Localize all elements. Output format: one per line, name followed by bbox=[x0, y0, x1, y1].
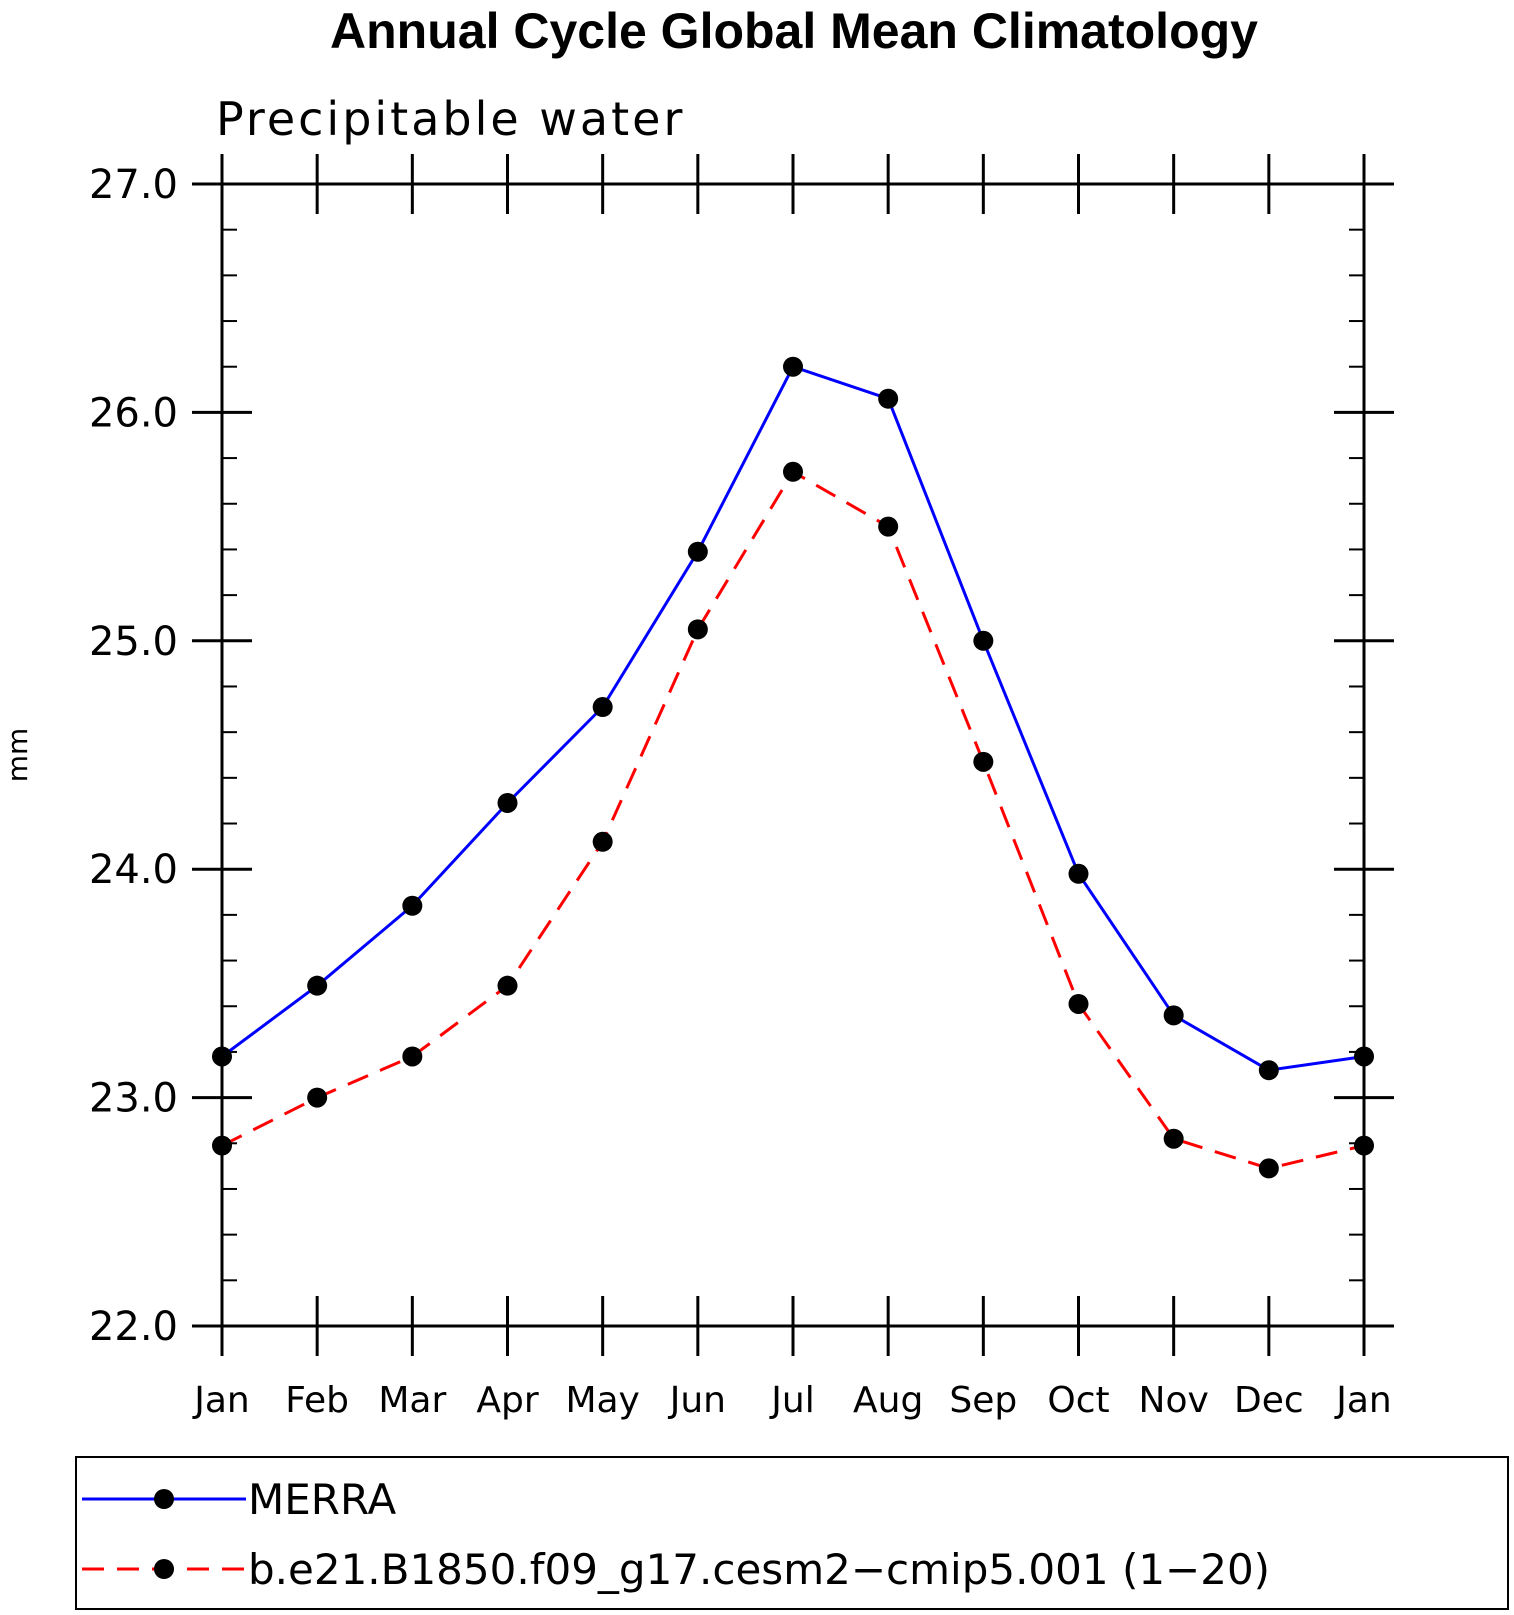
x-tick-label: Sep bbox=[949, 1380, 1017, 1421]
data-point-0 bbox=[687, 541, 708, 562]
y-axis-label: mm bbox=[1, 728, 34, 783]
x-tick-label: Jul bbox=[769, 1380, 814, 1421]
x-tick-label: Mar bbox=[378, 1380, 446, 1421]
x-tick-label: May bbox=[565, 1380, 639, 1421]
data-point-1 bbox=[592, 831, 613, 852]
data-point-0 bbox=[307, 975, 328, 996]
data-point-0 bbox=[973, 630, 994, 651]
major-ticks bbox=[192, 154, 1394, 1356]
data-point-0 bbox=[1068, 863, 1089, 884]
minor-ticks bbox=[222, 228, 1364, 1282]
data-point-1 bbox=[1354, 1135, 1374, 1156]
x-tick-label: Dec bbox=[1234, 1380, 1304, 1421]
data-point-1 bbox=[1068, 993, 1089, 1014]
data-point-0 bbox=[402, 895, 423, 916]
data-point-0 bbox=[1258, 1060, 1279, 1081]
x-tick-label: Apr bbox=[476, 1380, 538, 1421]
data-point-1 bbox=[1258, 1158, 1279, 1179]
x-tick-label: Aug bbox=[853, 1380, 923, 1421]
data-point-0 bbox=[1354, 1046, 1374, 1067]
data-point-1 bbox=[878, 516, 899, 537]
data-point-1 bbox=[687, 619, 708, 640]
legend-box bbox=[75, 1456, 1509, 1610]
x-tick-label: Oct bbox=[1047, 1380, 1109, 1421]
y-tick-label: 24.0 bbox=[89, 847, 178, 893]
y-tick-label: 27.0 bbox=[89, 162, 178, 208]
x-tick-labels: Jan Feb Mar Apr May Jun Jul Aug Sep Oct Nov Dec Jan bbox=[192, 1380, 1392, 1421]
plot-frame bbox=[220, 182, 1366, 1328]
data-point-0 bbox=[212, 1046, 232, 1067]
data-point-0 bbox=[878, 388, 899, 409]
data-point-1 bbox=[783, 461, 803, 482]
chart-subtitle: Precipitable water bbox=[216, 92, 685, 146]
data-point-1 bbox=[1163, 1128, 1184, 1149]
x-tick-label: Jan bbox=[1334, 1380, 1392, 1421]
series-line-1 bbox=[221, 469, 1365, 1170]
data-point-1 bbox=[307, 1087, 328, 1108]
data-point-1 bbox=[212, 1135, 232, 1156]
x-tick-label: Jun bbox=[668, 1380, 726, 1421]
legend: MERRA b.e21.B1850.f09_g17.cesm2−cmip5.00… bbox=[75, 1456, 1509, 1610]
data-point-0 bbox=[497, 792, 518, 813]
data-point-0 bbox=[1163, 1005, 1184, 1026]
series-lines bbox=[221, 364, 1365, 1170]
y-tick-labels: 22.0 23.0 24.0 25.0 26.0 27.0 bbox=[89, 162, 178, 1350]
x-tick-label: Jan bbox=[192, 1380, 250, 1421]
legend-label-merra: MERRA bbox=[248, 1475, 396, 1524]
data-point-0 bbox=[592, 697, 613, 718]
data-point-1 bbox=[497, 975, 518, 996]
chart-title: Annual Cycle Global Mean Climatology bbox=[330, 3, 1258, 59]
x-tick-label: Nov bbox=[1139, 1380, 1209, 1421]
data-point-1 bbox=[402, 1046, 423, 1067]
legend-label-cesm2: b.e21.B1850.f09_g17.cesm2−cmip5.001 (1−2… bbox=[248, 1545, 1270, 1594]
data-point-0 bbox=[783, 356, 803, 377]
y-tick-label: 22.0 bbox=[89, 1304, 178, 1350]
y-tick-label: 26.0 bbox=[89, 390, 178, 436]
x-tick-label: Feb bbox=[285, 1380, 349, 1421]
y-tick-label: 23.0 bbox=[89, 1076, 178, 1122]
data-point-1 bbox=[973, 751, 994, 772]
series-markers bbox=[212, 356, 1374, 1179]
legend-marker-merra bbox=[154, 1489, 174, 1509]
y-tick-label: 25.0 bbox=[89, 619, 178, 665]
legend-marker-cesm2 bbox=[154, 1559, 174, 1579]
